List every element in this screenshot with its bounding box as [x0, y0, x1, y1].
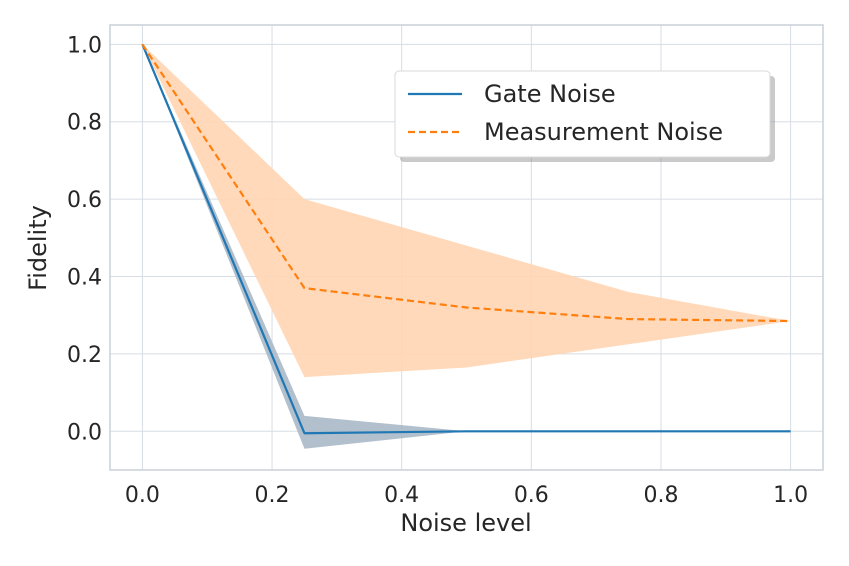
y-tick-label: 0.0: [67, 420, 102, 445]
y-axis-title: Fidelity: [24, 205, 52, 291]
x-tick-label: 0.8: [643, 483, 678, 508]
measurement-noise-band: [142, 44, 791, 378]
x-tick-label: 1.0: [773, 483, 808, 508]
legend-items: Gate Noise Measurement Noise: [408, 80, 723, 146]
legend-box: [394, 70, 771, 158]
plot-frame: [109, 24, 824, 471]
y-tick-label: 0.4: [67, 266, 102, 291]
x-axis-title: Noise level: [400, 509, 531, 537]
gate-noise-line: [141, 43, 791, 435]
x-tick-label: 0.4: [384, 483, 419, 508]
y-tick-label: 1.0: [67, 33, 102, 58]
confidence-bands: [142, 44, 791, 449]
x-tick-label: 0.2: [255, 483, 290, 508]
x-tick-label: 0.0: [125, 483, 160, 508]
measurement-noise-line: [141, 43, 791, 323]
x-tick-label: 0.6: [514, 483, 549, 508]
legend: Gate Noise Measurement Noise: [394, 70, 775, 162]
gate-noise-legend-label: Gate Noise: [484, 80, 616, 108]
y-tick-label: 0.2: [67, 343, 102, 368]
x-tick-labels: 0.0 0.2 0.4 0.6 0.8 1.0: [125, 483, 808, 508]
measurement-noise-legend-label: Measurement Noise: [484, 118, 723, 146]
y-tick-label: 0.6: [67, 188, 102, 213]
series-lines: [141, 43, 791, 435]
y-tick-label: 0.8: [67, 111, 102, 136]
y-tick-labels: 0.0 0.2 0.4 0.6 0.8 1.0: [67, 33, 102, 445]
